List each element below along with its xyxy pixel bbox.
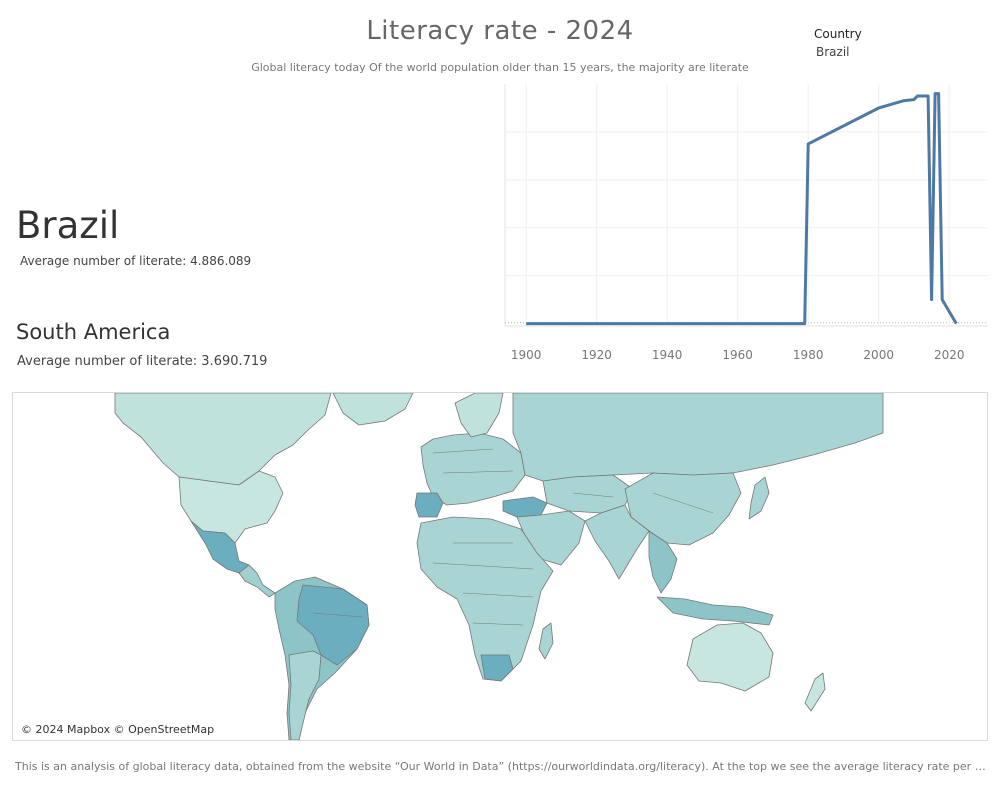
chart-series[interactable] bbox=[526, 92, 958, 326]
map-region-india[interactable] bbox=[584, 504, 650, 580]
x-tick-label: 2020 bbox=[934, 348, 965, 362]
map-region-south-africa[interactable] bbox=[480, 654, 514, 682]
map-region-argentina[interactable] bbox=[288, 650, 322, 740]
map-region-indonesia[interactable] bbox=[656, 596, 774, 626]
plot-border bbox=[504, 84, 988, 327]
dashboard-subtitle: Global literacy today Of the world popul… bbox=[251, 61, 749, 74]
map-region-greenland[interactable] bbox=[332, 393, 414, 426]
map-region-brazil[interactable] bbox=[296, 584, 370, 666]
map-region-new-zealand[interactable] bbox=[804, 672, 826, 712]
x-tick-label: 1900 bbox=[511, 348, 542, 362]
world-map[interactable]: © 2024 Mapbox © OpenStreetMap bbox=[12, 392, 988, 741]
footer-description: This is an analysis of global literacy d… bbox=[15, 760, 987, 773]
map-region-turkey[interactable] bbox=[502, 496, 548, 518]
x-tick-label: 2000 bbox=[863, 348, 894, 362]
map-region-scandinavia[interactable] bbox=[454, 393, 504, 438]
map-attribution[interactable]: © 2024 Mapbox © OpenStreetMap bbox=[21, 723, 215, 736]
map-borders bbox=[312, 448, 714, 626]
map-region-madagascar[interactable] bbox=[538, 622, 554, 660]
map-region-southeast-asia[interactable] bbox=[648, 530, 678, 594]
x-axis-ticks: 1900 1920 1940 1960 1980 2000 2020 bbox=[511, 348, 965, 362]
selected-country-name: Brazil bbox=[16, 204, 120, 247]
dashboard-title: Literacy rate - 2024 bbox=[366, 16, 634, 46]
x-tick-label: 1940 bbox=[652, 348, 683, 362]
region-average-literate: Average number of literate: 3.690.719 bbox=[17, 354, 268, 369]
x-tick-label: 1960 bbox=[722, 348, 753, 362]
map-region-japan[interactable] bbox=[748, 476, 770, 520]
series-line-brazil[interactable] bbox=[526, 92, 958, 326]
chart-grid bbox=[504, 84, 988, 327]
x-tick-label: 1980 bbox=[793, 348, 824, 362]
selected-region-name: South America bbox=[16, 320, 171, 344]
map-region-europe[interactable] bbox=[420, 432, 526, 506]
country-filter-value[interactable]: Brazil bbox=[816, 45, 850, 59]
country-filter-label: Country bbox=[814, 27, 862, 41]
map-region-australia[interactable] bbox=[686, 622, 774, 692]
x-tick-label: 1920 bbox=[581, 348, 612, 362]
literacy-line-chart[interactable]: 1900 1920 1940 1960 1980 2000 2020 bbox=[500, 84, 992, 368]
world-map-canvas[interactable] bbox=[13, 393, 987, 740]
country-average-literate: Average number of literate: 4.886.089 bbox=[20, 254, 252, 268]
map-region-spain[interactable] bbox=[414, 492, 444, 518]
